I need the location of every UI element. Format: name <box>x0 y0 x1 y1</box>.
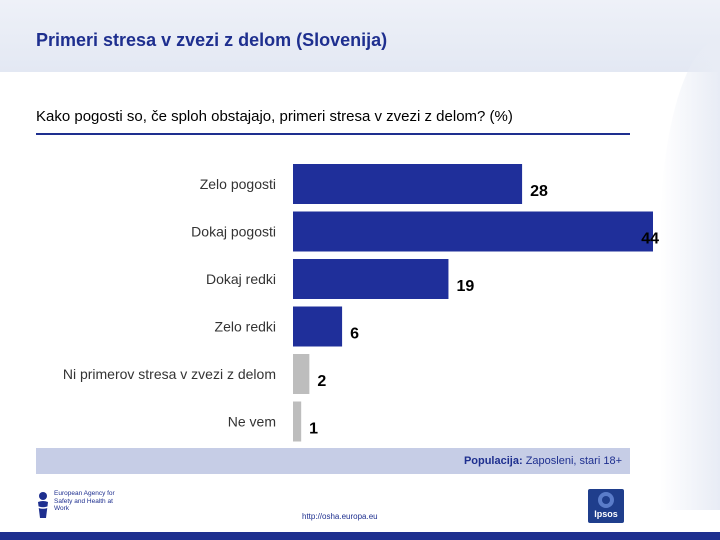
category-label: Zelo redki <box>215 319 276 335</box>
survey-question: Kako pogosti so, če sploh obstajajo, pri… <box>36 108 513 125</box>
category-label: Dokaj pogosti <box>191 224 276 240</box>
category-label: Ne vem <box>228 414 276 430</box>
osha-link[interactable]: http://osha.europa.eu <box>302 512 378 521</box>
bar-4 <box>293 354 310 394</box>
eu-osha-emblem-icon <box>35 492 51 518</box>
agency-name: European Agency for Safety and Health at… <box>54 490 115 512</box>
category-label: Dokaj redki <box>206 271 276 287</box>
eu-osha-logo: European Agency for Safety and Health at… <box>34 490 124 522</box>
divider <box>36 133 630 135</box>
value-label: 2 <box>317 373 326 390</box>
value-label: 19 <box>456 278 474 295</box>
population-band: Populacija: Zaposleni, stari 18+ <box>36 448 630 474</box>
bar-3 <box>293 306 343 347</box>
ipsos-label: Ipsos <box>594 509 618 519</box>
value-label: 6 <box>350 326 359 343</box>
population-note: Populacija: Zaposleni, stari 18+ <box>464 455 622 467</box>
category-label: Ni primerov stresa v zvezi z delom <box>63 366 276 382</box>
bar-0 <box>293 164 523 204</box>
ipsos-emblem-icon <box>598 492 614 508</box>
value-label: 28 <box>530 183 548 200</box>
category-label: Zelo pogosti <box>200 176 276 192</box>
bar-2 <box>293 259 449 299</box>
header-band <box>0 0 720 72</box>
ipsos-logo: Ipsos <box>588 489 624 523</box>
bar-5 <box>293 401 302 442</box>
population-value: Zaposleni, stari 18+ <box>525 455 622 467</box>
page-title: Primeri stresa v zvezi z delom (Slovenij… <box>36 30 388 50</box>
bottom-bar <box>0 532 720 540</box>
population-label: Populacija: <box>463 455 523 467</box>
value-label: 44 <box>641 231 659 248</box>
bar-1 <box>293 211 653 252</box>
value-label: 1 <box>309 421 318 438</box>
